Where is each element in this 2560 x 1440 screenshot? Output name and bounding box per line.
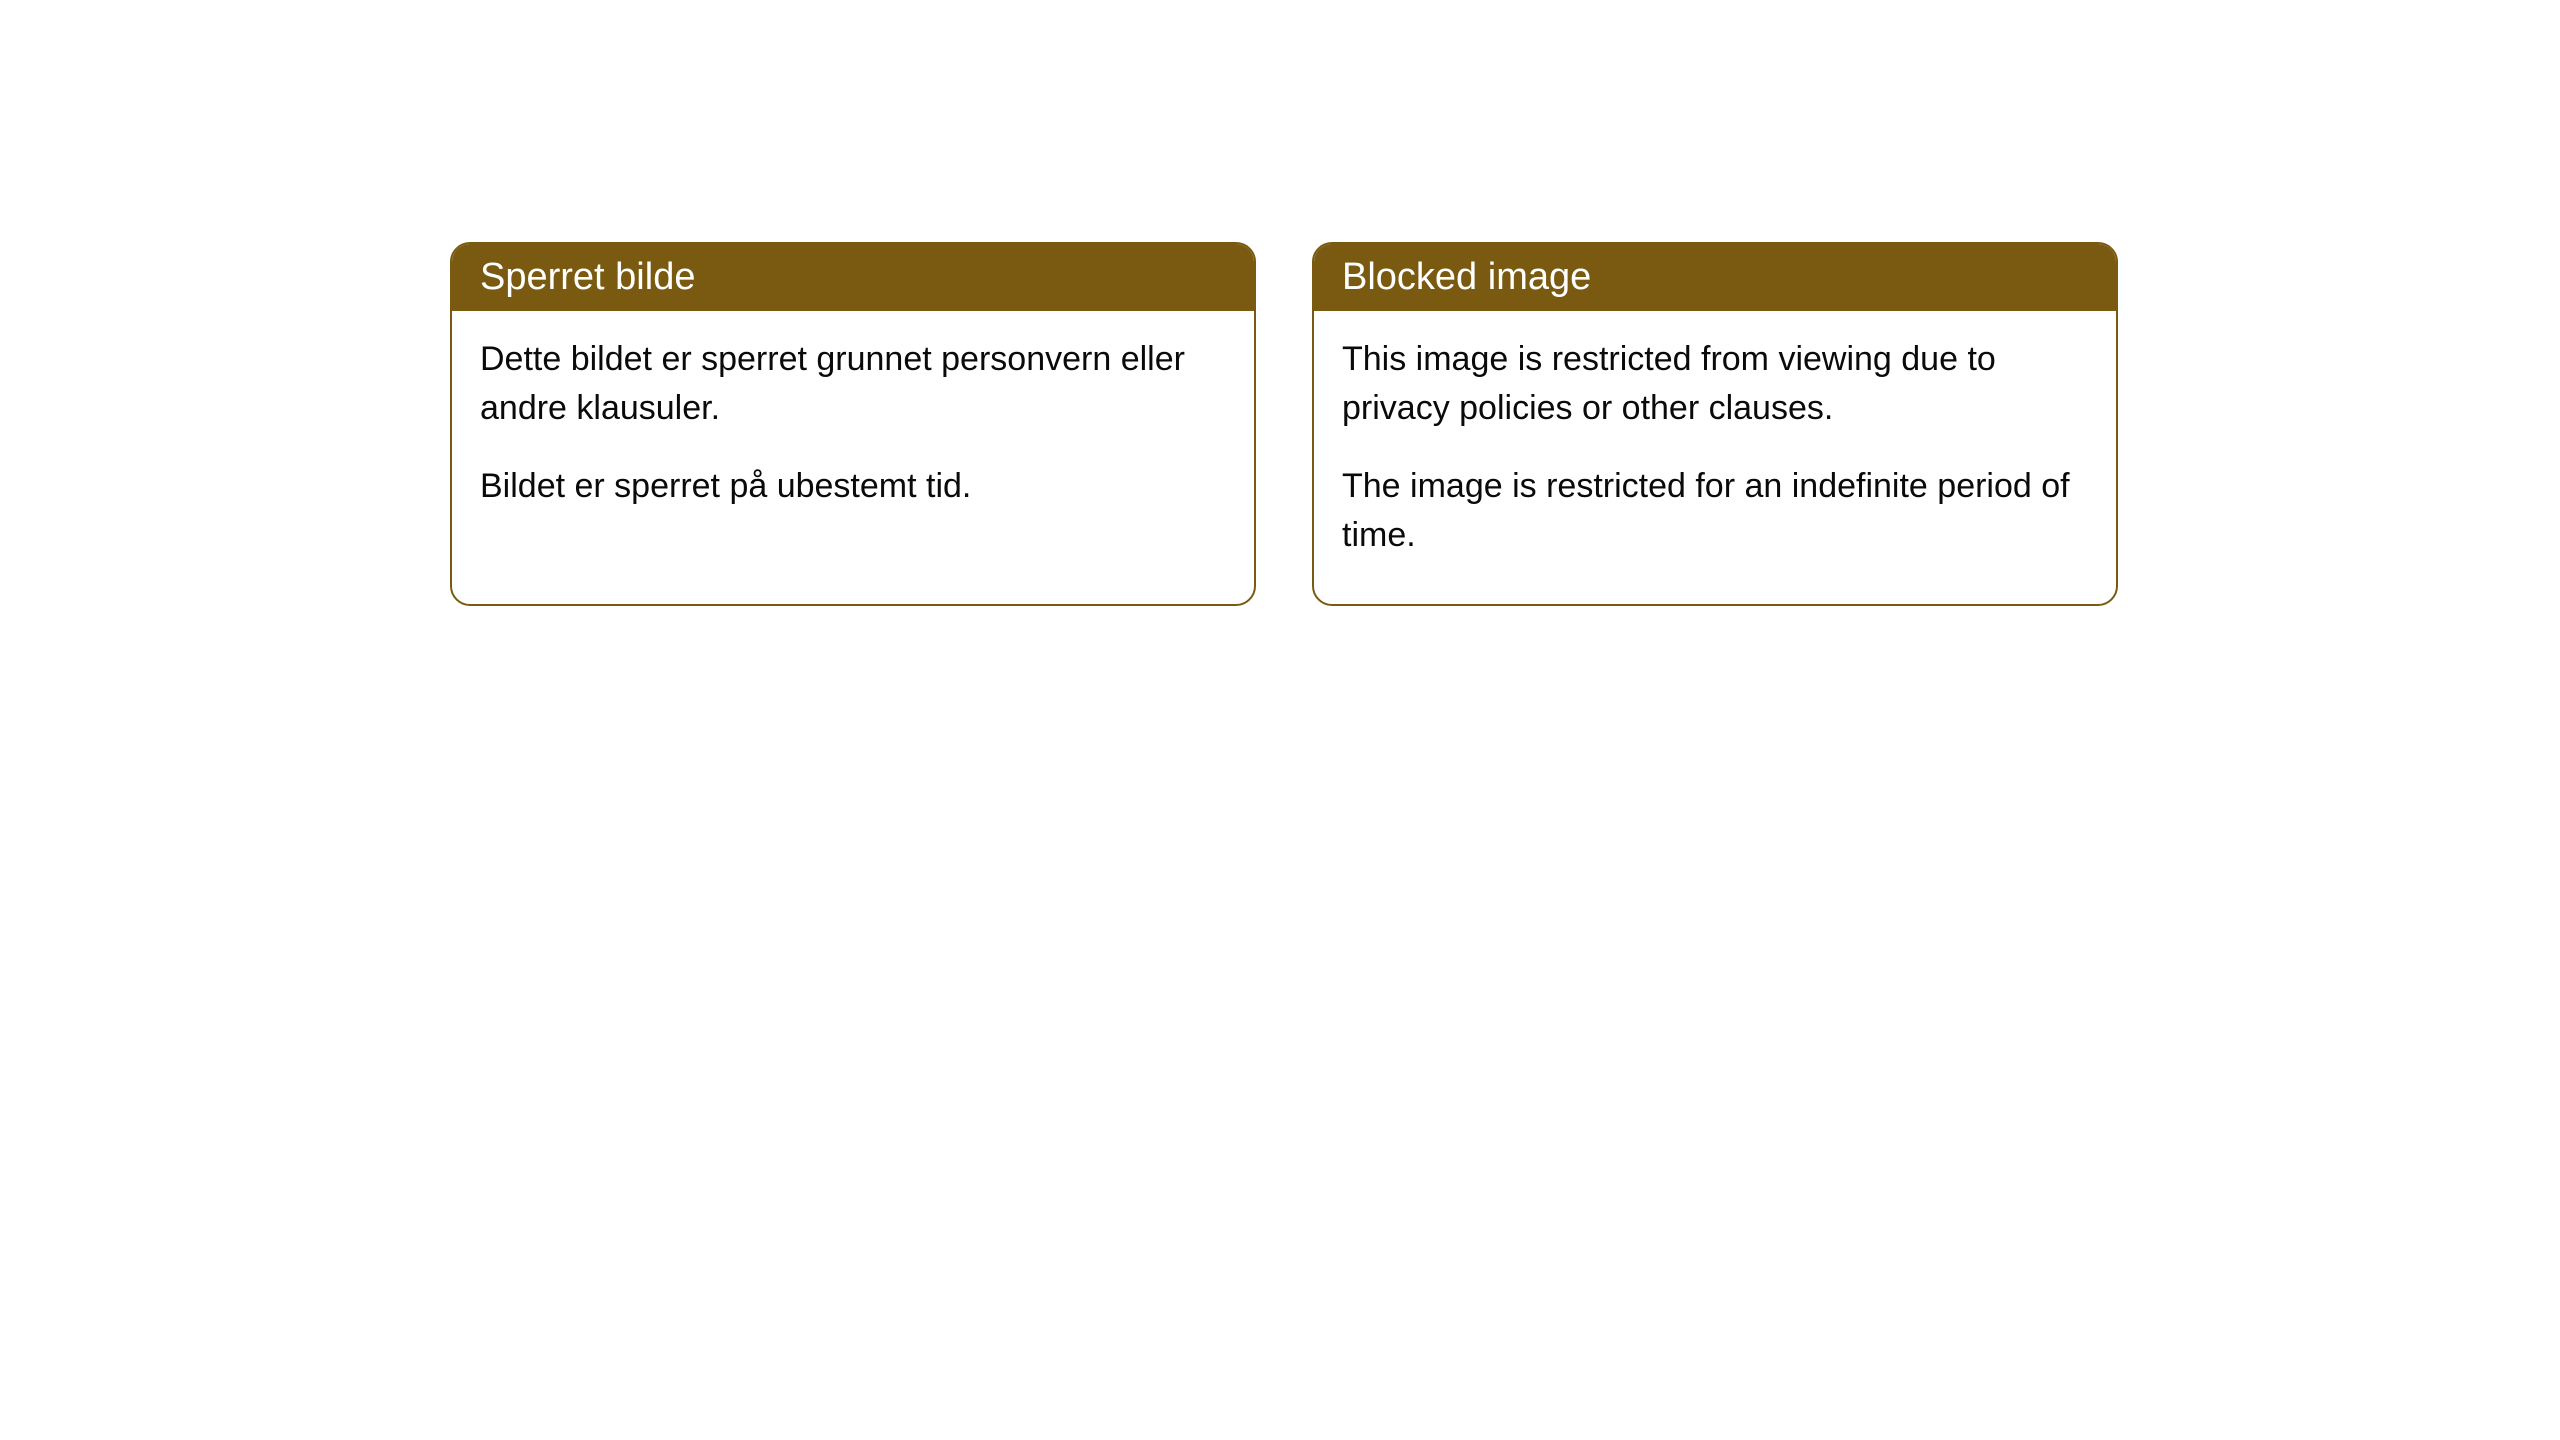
blocked-image-card-norwegian: Sperret bilde Dette bildet er sperret gr… xyxy=(450,242,1256,606)
card-paragraph: Dette bildet er sperret grunnet personve… xyxy=(480,335,1226,434)
card-header: Sperret bilde xyxy=(452,244,1254,311)
card-header: Blocked image xyxy=(1314,244,2116,311)
notice-cards-container: Sperret bilde Dette bildet er sperret gr… xyxy=(450,242,2118,606)
card-paragraph: The image is restricted for an indefinit… xyxy=(1342,462,2088,561)
card-body: Dette bildet er sperret grunnet personve… xyxy=(452,311,1254,555)
blocked-image-card-english: Blocked image This image is restricted f… xyxy=(1312,242,2118,606)
card-paragraph: Bildet er sperret på ubestemt tid. xyxy=(480,462,1226,511)
card-title: Blocked image xyxy=(1342,256,1591,298)
card-title: Sperret bilde xyxy=(480,256,695,298)
card-body: This image is restricted from viewing du… xyxy=(1314,311,2116,604)
card-paragraph: This image is restricted from viewing du… xyxy=(1342,335,2088,434)
